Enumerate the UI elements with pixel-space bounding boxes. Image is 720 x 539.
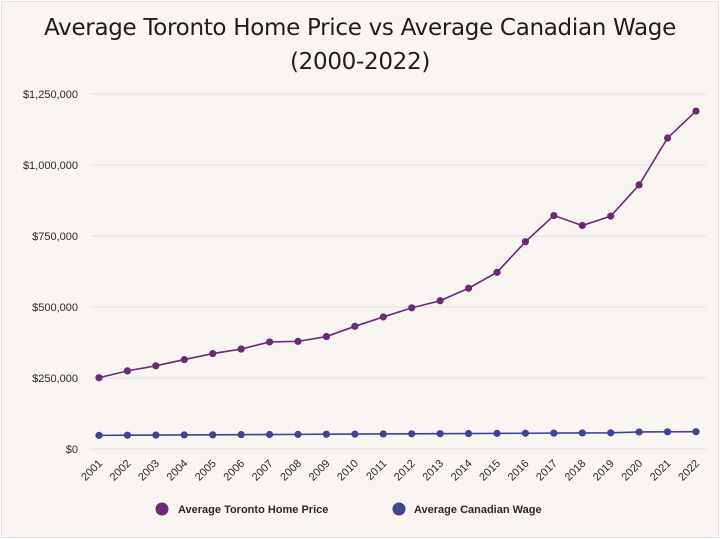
legend-marker [392, 502, 406, 516]
y-tick-label: $1,000,000 [23, 160, 78, 172]
legend: Average Toronto Home Price Average Canadi… [155, 502, 542, 516]
data-point [123, 367, 132, 375]
y-tick-label: $500,000 [32, 302, 78, 314]
data-point [209, 431, 217, 439]
data-point [521, 429, 530, 437]
x-tick-label: 2008 [278, 458, 304, 484]
data-point [408, 304, 416, 312]
data-point [607, 429, 615, 437]
data-point [180, 431, 188, 439]
series-line [98, 110, 697, 379]
x-tick-label: 2015 [477, 458, 503, 484]
data-point [379, 313, 387, 321]
data-point [464, 284, 473, 292]
y-axis-ticks: $0 $250,000 $500,000 $750,000 $1,000,000 $1,2… [23, 89, 78, 456]
x-tick-label: 2009 [307, 458, 333, 484]
data-point [663, 428, 672, 436]
data-point [123, 431, 132, 439]
x-tick-label: 2011 [364, 458, 389, 483]
x-axis-ticks: 2001 2002 2003 2004 2005 2006 2007 2008 2009 2010… [79, 458, 702, 484]
data-point [351, 322, 359, 330]
data-point [351, 430, 359, 438]
data-point [408, 430, 416, 438]
data-point [265, 430, 274, 439]
x-tick-label: 2021 [648, 458, 674, 484]
data-point [294, 337, 302, 345]
x-tick-label: 2002 [108, 458, 134, 484]
data-point [493, 268, 501, 276]
data-point [436, 297, 444, 305]
data-point [152, 431, 160, 439]
x-tick-label: 2018 [563, 458, 589, 484]
x-tick-label: 2012 [392, 458, 418, 484]
data-point [237, 431, 245, 439]
data-point [692, 107, 700, 115]
series-wage [95, 428, 700, 439]
y-tick-label: $1,250,000 [23, 89, 78, 101]
data-point [635, 181, 643, 189]
x-tick-label: 2019 [591, 458, 617, 484]
x-tick-label: 2022 [676, 458, 702, 484]
data-point [578, 221, 586, 230]
data-point [294, 430, 302, 438]
data-point [550, 429, 558, 437]
data-point [493, 429, 501, 437]
data-point [550, 211, 558, 220]
legend-label: Average Canadian Wage [414, 504, 542, 516]
grid [90, 93, 706, 450]
data-point [663, 134, 672, 142]
data-point [607, 212, 615, 220]
x-tick-label: 2007 [250, 458, 276, 484]
x-tick-label: 2005 [193, 458, 219, 484]
legend-label: Average Toronto Home Price [178, 504, 328, 516]
x-tick-label: 2020 [619, 458, 645, 484]
x-tick-label: 2014 [449, 458, 475, 484]
x-tick-label: 2006 [221, 458, 247, 484]
data-point [692, 428, 700, 436]
data-point [464, 429, 473, 438]
data-point [521, 238, 530, 246]
y-tick-label: $750,000 [32, 231, 78, 243]
series-line [98, 430, 697, 437]
legend-marker [155, 502, 169, 516]
data-point [180, 355, 188, 364]
data-point [436, 430, 444, 438]
x-tick-label: 2001 [79, 458, 105, 484]
data-point [379, 430, 387, 438]
x-tick-label: 2016 [506, 458, 532, 484]
x-tick-label: 2013 [420, 458, 446, 484]
x-tick-label: 2017 [534, 458, 560, 484]
chart-title: Average Toronto Home Price vs Average Ca… [44, 15, 676, 41]
data-point [152, 362, 160, 370]
x-tick-label: 2004 [165, 458, 191, 484]
data-point [578, 429, 586, 437]
data-point [209, 349, 217, 358]
data-point [95, 431, 103, 439]
x-tick-label: 2003 [136, 458, 162, 484]
data-point [265, 338, 274, 346]
data-point [237, 345, 245, 353]
data-point [95, 374, 103, 382]
series-layer [95, 107, 700, 439]
series-home-price [95, 107, 700, 382]
data-point [322, 332, 331, 341]
y-tick-label: $250,000 [32, 373, 78, 385]
data-point [322, 430, 331, 438]
data-point [635, 428, 643, 436]
y-tick-label: $0 [66, 444, 78, 456]
chart-subtitle: (2000-2022) [289, 49, 430, 75]
x-tick-label: 2010 [335, 458, 361, 484]
